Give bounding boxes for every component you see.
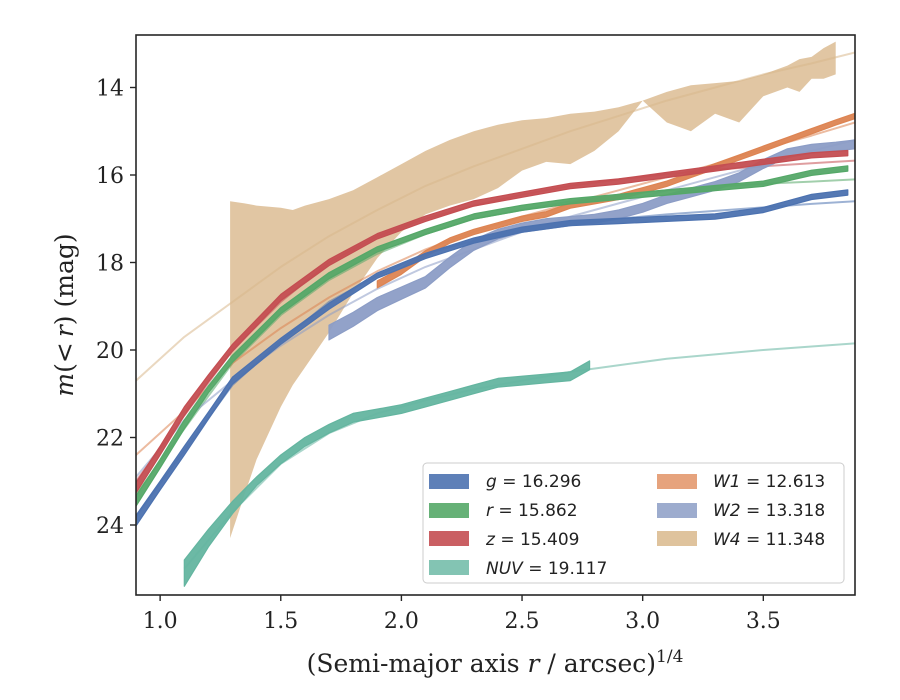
legend-entry-nuv: NUV = 19.117 <box>429 559 607 579</box>
y-tick-label: 22 <box>96 427 124 452</box>
x-tick-label: 2.5 <box>505 609 540 634</box>
w1-profile-band <box>376 112 855 289</box>
x-tick-label: 2.0 <box>384 609 419 634</box>
legend-swatch-g <box>429 474 469 489</box>
y-tick-label: 14 <box>96 77 124 102</box>
legend-swatch-w4 <box>657 531 697 546</box>
r-profile-band <box>136 165 849 507</box>
legend-entry-r: r = 15.862 <box>429 501 578 521</box>
z-profile-band <box>136 149 849 494</box>
x-tick-label: 1.5 <box>263 609 298 634</box>
legend-entry-z: z = 15.409 <box>429 530 579 550</box>
y-tick-label: 16 <box>96 164 124 189</box>
x-tick-label: 3.0 <box>625 609 660 634</box>
legend: g = 16.296 r = 15.862 z = 15.409 NUV = 1… <box>422 462 845 584</box>
x-tick-label: 3.5 <box>746 609 781 634</box>
legend-label-g: g = 16.296 <box>486 472 581 492</box>
legend-label-w1: W1 = 12.613 <box>713 472 825 492</box>
y-tick-label: 24 <box>96 514 124 539</box>
legend-swatch-nuv <box>429 560 469 575</box>
legend-entry-w1: W1 = 12.613 <box>657 472 825 492</box>
legend-label-r: r = 15.862 <box>486 501 578 521</box>
y-tick-label: 20 <box>96 339 124 364</box>
legend-label-nuv: NUV = 19.117 <box>486 559 607 579</box>
axis-ticks: 1.0 1.5 2.0 2.5 3.0 3.5 14 16 18 20 22 24 <box>96 77 781 635</box>
legend-entry-w2: W2 = 13.318 <box>657 501 825 521</box>
legend-label-w2: W2 = 13.318 <box>713 501 825 521</box>
legend-entry-w4: W4 = 11.348 <box>657 530 825 550</box>
legend-box <box>422 462 845 584</box>
x-tick-label: 1.0 <box>143 609 178 634</box>
w2-profile-band <box>328 139 855 341</box>
legend-swatch-z <box>429 531 469 546</box>
plot-frame <box>135 34 856 596</box>
series-layer <box>136 41 855 587</box>
legend-swatch-w1 <box>657 474 697 489</box>
y-tick-label: 18 <box>96 252 124 277</box>
legend-entry-g: g = 16.296 <box>429 472 581 492</box>
legend-label-w4: W4 = 11.348 <box>713 530 825 550</box>
w4-model-line <box>136 51 855 382</box>
nuv-profile-band <box>183 360 591 587</box>
legend-swatch-w2 <box>657 503 697 518</box>
legend-swatch-r <box>429 503 469 518</box>
y-axis-label: m(<r) (mag) <box>50 233 79 396</box>
legend-label-z: z = 15.409 <box>485 530 579 550</box>
g-profile-band <box>136 189 849 527</box>
x-axis-label: (Semi-major axis r / arcsec)1/4 <box>307 647 684 678</box>
